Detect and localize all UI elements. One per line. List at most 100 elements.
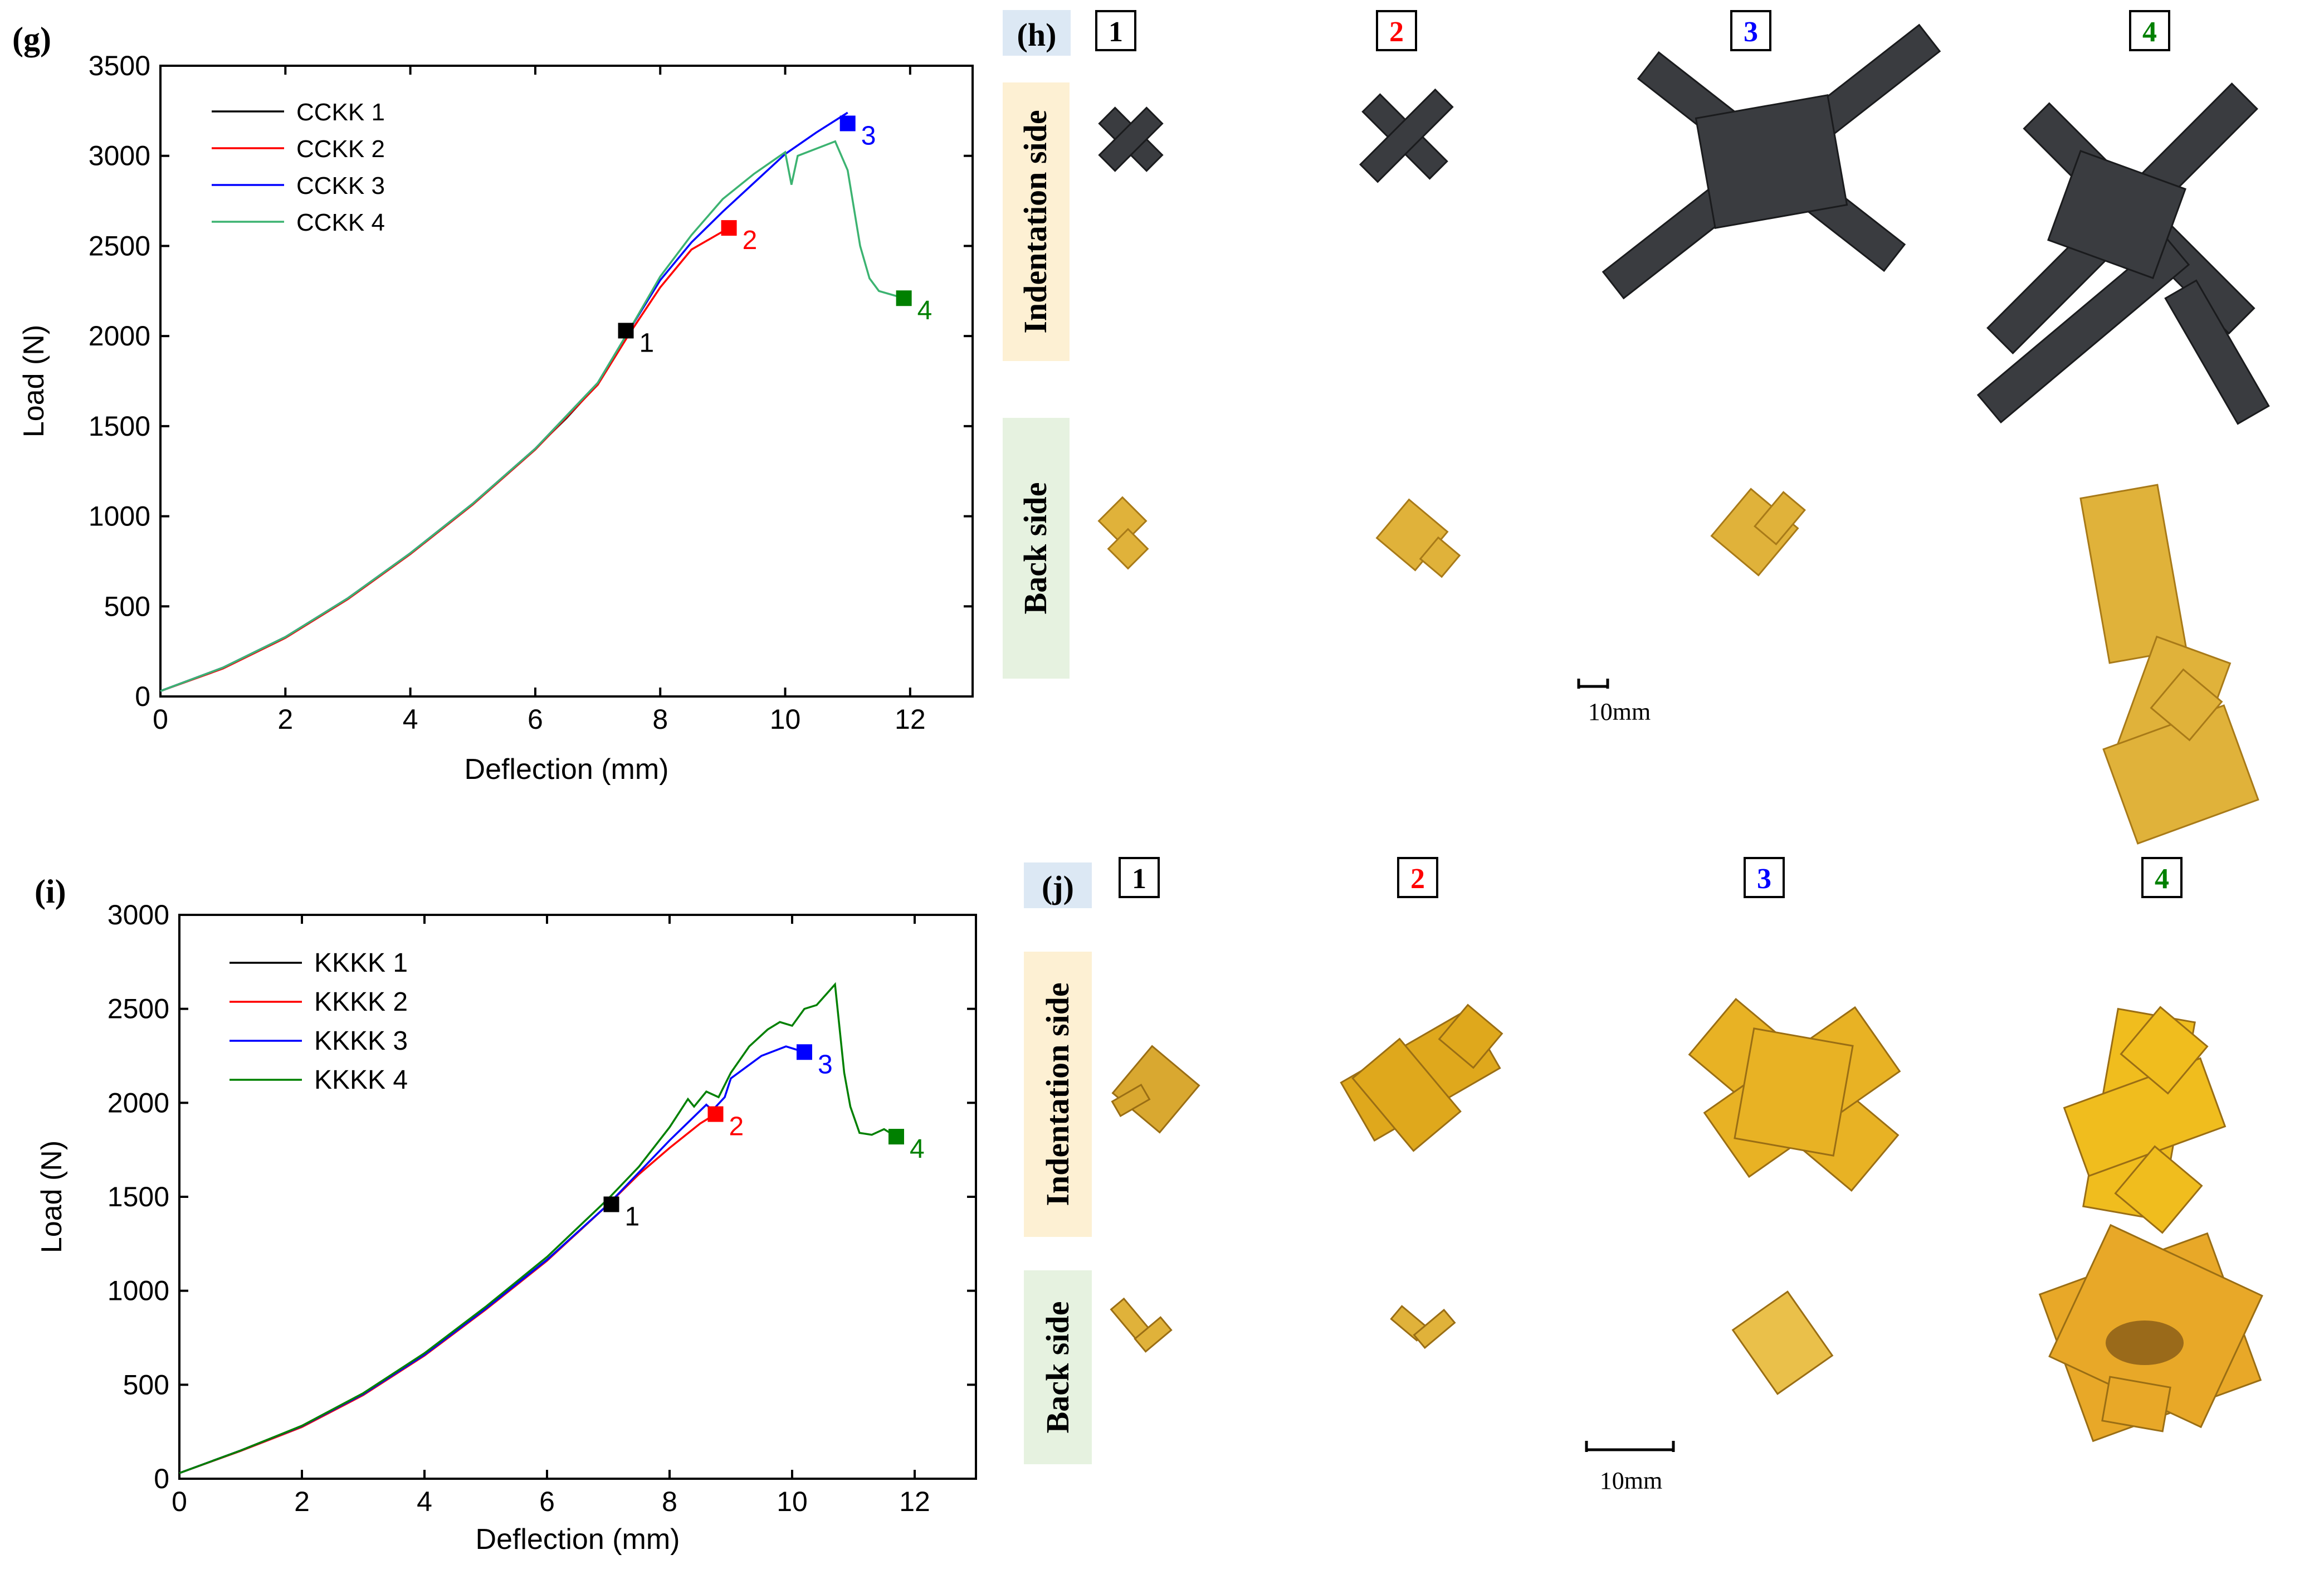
specimen-h-indentation-2	[1359, 88, 1454, 183]
panel-label-j: (j)	[1042, 869, 1074, 905]
series-line-g-3	[160, 111, 848, 692]
svg-text:10mm: 10mm	[1600, 1467, 1662, 1494]
specimen-number-1-j: 1	[1119, 857, 1160, 898]
y-axis-label-g: Load (N)	[18, 325, 50, 437]
row-label-back-h: Back side	[1017, 483, 1053, 615]
x-axis-label-g: Deflection (mm)	[465, 753, 669, 786]
panel-label-i: (i)	[35, 873, 66, 910]
y-tick-label-i-6: 3000	[108, 899, 169, 930]
specimen-h-indentation-4	[1976, 82, 2270, 425]
point-marker-i-3	[797, 1044, 812, 1060]
svg-text:2: 2	[1410, 863, 1425, 895]
svg-text:3: 3	[1757, 863, 1771, 895]
series-line-g-4	[160, 140, 905, 692]
row-band-indentation-j	[1024, 952, 1092, 1237]
point-label-i-2: 2	[729, 1112, 744, 1142]
x-axis-label-i: Deflection (mm)	[476, 1523, 680, 1556]
row-label-indentation-h: Indentation side	[1017, 110, 1053, 333]
plot-frame-g	[159, 65, 974, 698]
x-tick-label-g-6: 12	[895, 704, 926, 735]
specimen-number-4-h: 4	[2129, 10, 2170, 51]
legend-label-i-1: KKKK 1	[314, 948, 408, 978]
panel-label-band-j	[1024, 862, 1092, 908]
x-tick-label-g-2: 4	[403, 704, 418, 735]
markers-g: 1 2 3 4	[618, 115, 932, 358]
specimen-h-back-1	[1097, 496, 1149, 570]
x-tick-label-i-6: 12	[899, 1486, 930, 1517]
plot-frame-i	[178, 914, 977, 1480]
svg-text:4: 4	[2155, 863, 2169, 895]
y-tick-label-g-0: 0	[135, 681, 150, 712]
specimen-h-back-4	[2079, 484, 2259, 845]
point-marker-g-4	[896, 290, 912, 306]
legend-label-g-4: CCKK 4	[296, 209, 385, 236]
scale-bar-j: 10mm	[1585, 1441, 1675, 1494]
y-tick-label-i-3: 1500	[108, 1181, 169, 1212]
specimen-j-indentation-4	[2063, 1006, 2227, 1234]
specimen-j-indentation-1	[1111, 1045, 1200, 1134]
panel-j: (j) 1 2 3 4 Indentation side Back side	[1024, 857, 2263, 1494]
y-tick-label-i-4: 2000	[108, 1087, 169, 1118]
specimen-j-back-1	[1110, 1297, 1173, 1353]
series-line-i-2	[179, 1113, 716, 1474]
specimen-h-back-3	[1710, 488, 1806, 577]
legend-label-i-3: KKKK 3	[314, 1026, 408, 1056]
specimen-j-indentation-3	[1688, 997, 1901, 1192]
specimen-number-3-h: 3	[1730, 10, 1771, 51]
point-marker-g-1	[618, 323, 634, 339]
y-tick-label-g-3: 1500	[89, 411, 150, 442]
x-tick-label-i-5: 10	[777, 1486, 808, 1517]
legend-label-i-2: KKKK 2	[314, 987, 408, 1017]
svg-text:2: 2	[1389, 16, 1404, 48]
svg-text:1: 1	[1132, 863, 1146, 895]
x-tick-label-i-1: 2	[294, 1486, 310, 1517]
specimen-j-back-3	[1731, 1290, 1834, 1395]
specimen-number-4-j: 4	[2141, 857, 2183, 898]
row-band-back-j	[1024, 1270, 1092, 1464]
row-label-indentation-j: Indentation side	[1039, 982, 1076, 1206]
legend-label-g-3: CCKK 3	[296, 172, 385, 199]
specimen-number-3-j: 3	[1744, 857, 1785, 898]
series-line-g-2	[160, 227, 730, 692]
point-marker-g-2	[721, 220, 737, 236]
specimen-number-2-j: 2	[1397, 857, 1438, 898]
specimen-number-1-h: 1	[1095, 10, 1136, 51]
y-tick-label-g-1: 500	[104, 591, 150, 622]
point-marker-i-4	[888, 1129, 904, 1145]
series-i	[179, 982, 897, 1474]
row-label-back-j: Back side	[1039, 1302, 1076, 1434]
series-line-g-1	[160, 330, 630, 692]
specimen-h-indentation-3	[1602, 23, 1941, 300]
x-tick-label-g-0: 0	[153, 704, 168, 735]
y-tick-label-g-5: 2500	[89, 230, 150, 261]
y-tick-label-i-0: 0	[154, 1463, 169, 1494]
point-label-i-3: 3	[818, 1050, 833, 1079]
x-tick-label-i-4: 8	[662, 1486, 677, 1517]
markers-i: 1 2 3 4	[603, 1044, 925, 1231]
panel-h: (h) 1 2 3 4 Indentation side Back side	[1003, 10, 2270, 845]
legend-g: CCKK 1 CCKK 2 CCKK 3 CCKK 4	[212, 99, 385, 236]
legend-i: KKKK 1 KKKK 2 KKKK 3 KKKK 4	[230, 948, 408, 1095]
x-tick-label-g-3: 6	[528, 704, 543, 735]
x-tick-label-i-3: 6	[539, 1486, 555, 1517]
point-label-i-4: 4	[910, 1134, 925, 1164]
specimen-j-back-2	[1390, 1305, 1456, 1349]
series-line-i-1	[179, 1203, 609, 1474]
specimen-h-indentation-1	[1098, 106, 1164, 172]
x-tick-label-g-5: 10	[770, 704, 801, 735]
point-label-g-3: 3	[861, 121, 876, 150]
panel-label-g: (g)	[12, 21, 51, 57]
panel-label-band-h	[1003, 10, 1071, 56]
series-g	[160, 111, 905, 692]
y-tick-label-i-5: 2500	[108, 993, 169, 1025]
row-band-indentation-h	[1003, 82, 1070, 361]
y-tick-label-i-1: 500	[123, 1369, 169, 1400]
specimen-h-back-2	[1375, 498, 1461, 578]
svg-text:3: 3	[1744, 16, 1758, 48]
panel-label-h: (h)	[1017, 17, 1057, 53]
y-tick-label-i-2: 1000	[108, 1275, 169, 1307]
